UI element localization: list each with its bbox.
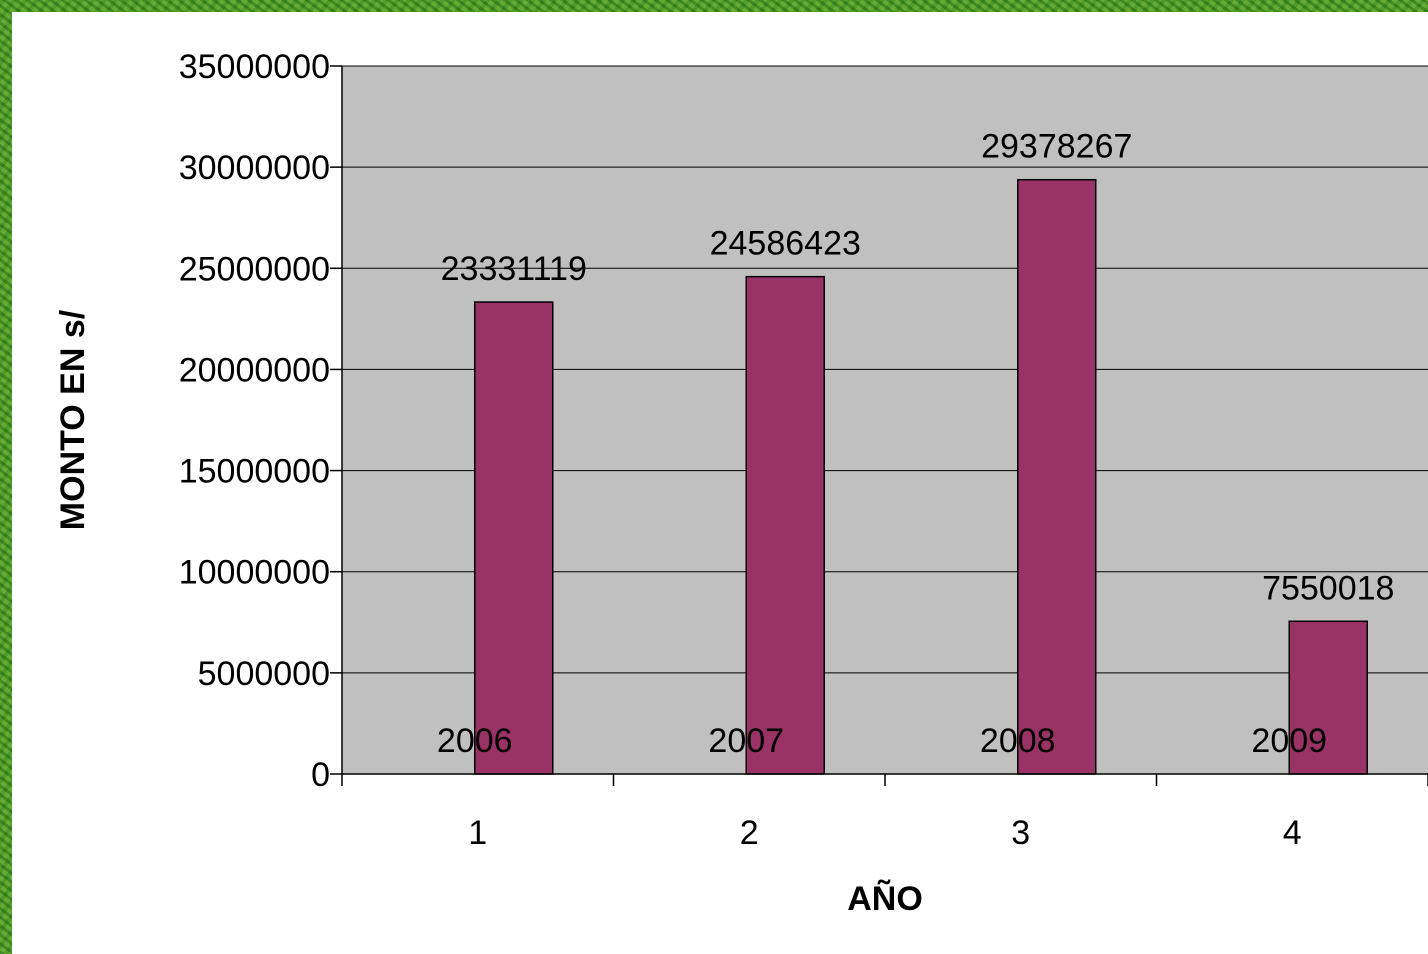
- x-tick-label: 2: [740, 814, 759, 852]
- year-label: 2007: [708, 722, 784, 760]
- x-axis-title: AÑO: [847, 880, 923, 918]
- year-label: 2009: [1251, 722, 1327, 760]
- y-axis-title: MONTO EN s/: [54, 309, 92, 530]
- year-label: 2006: [437, 722, 513, 760]
- year-label: 2008: [980, 722, 1056, 760]
- y-tick-label: 20000000: [179, 351, 330, 389]
- y-tick-label: 10000000: [179, 554, 330, 592]
- bar: [474, 301, 554, 775]
- bar-value-label: 7550018: [1262, 569, 1394, 607]
- x-tick-label: 4: [1283, 814, 1302, 852]
- bar: [1017, 178, 1097, 775]
- x-tick-label: 1: [468, 814, 487, 852]
- y-tick-label: 0: [311, 756, 330, 794]
- bar-value-label: 23331119: [441, 250, 587, 288]
- y-tick-label: 15000000: [179, 453, 330, 491]
- y-tick-label: 5000000: [198, 655, 330, 693]
- y-tick-label: 25000000: [179, 250, 330, 288]
- bar: [1288, 620, 1368, 775]
- bar: [745, 275, 825, 775]
- x-tick-label: 3: [1011, 814, 1030, 852]
- bar-value-label: 29378267: [981, 128, 1132, 166]
- y-tick-label: 30000000: [179, 149, 330, 187]
- bar-value-label: 24586423: [710, 225, 861, 263]
- y-tick-label: 35000000: [179, 48, 330, 86]
